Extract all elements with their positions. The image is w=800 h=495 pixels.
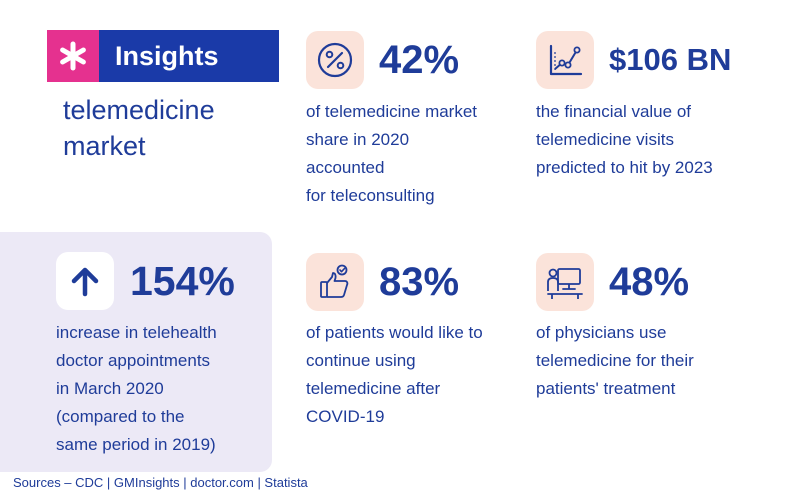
sources-footer: Sources – CDC | GMInsights | doctor.com … bbox=[13, 475, 308, 490]
stat-telemedicine-value: $106 BN the financial value of telemedic… bbox=[536, 31, 776, 191]
telemedicine-screen-icon bbox=[536, 253, 594, 311]
stat-value: 83% bbox=[379, 260, 460, 304]
stat-description: increase in telehealth doctor appointmen… bbox=[56, 323, 217, 454]
asterisk-icon bbox=[47, 30, 99, 82]
stat-value: 48% bbox=[609, 260, 690, 304]
badge-label: Insights bbox=[99, 30, 279, 82]
stat-value: 154% bbox=[130, 258, 235, 304]
highlight-card bbox=[0, 232, 272, 472]
growth-chart-icon bbox=[536, 31, 594, 89]
stat-teleconsulting-share: 42% of telemedicine market share in 2020… bbox=[306, 31, 526, 211]
stat-description: of physicians use telemedicine for their… bbox=[536, 323, 694, 398]
stat-value: 42% bbox=[379, 38, 460, 82]
stat-patient-preference: 83% of patients would like to continue u… bbox=[306, 253, 526, 433]
stat-telehealth-increase: 154% increase in telehealth doctor appoi… bbox=[56, 252, 266, 462]
page-subtitle: telemedicine market bbox=[63, 95, 215, 161]
stat-value: $106 BN bbox=[609, 42, 732, 77]
stat-physician-usage: 48% of physicians use telemedicine for t… bbox=[536, 253, 766, 413]
arrow-up-icon bbox=[56, 252, 114, 310]
insights-badge: Insights bbox=[47, 30, 279, 82]
stat-description: of telemedicine market share in 2020 acc… bbox=[306, 102, 478, 205]
percent-icon bbox=[306, 31, 364, 89]
stat-description: of patients would like to continue using… bbox=[306, 323, 483, 426]
stat-description: the financial value of telemedicine visi… bbox=[536, 102, 713, 177]
thumbs-up-icon bbox=[306, 253, 364, 311]
